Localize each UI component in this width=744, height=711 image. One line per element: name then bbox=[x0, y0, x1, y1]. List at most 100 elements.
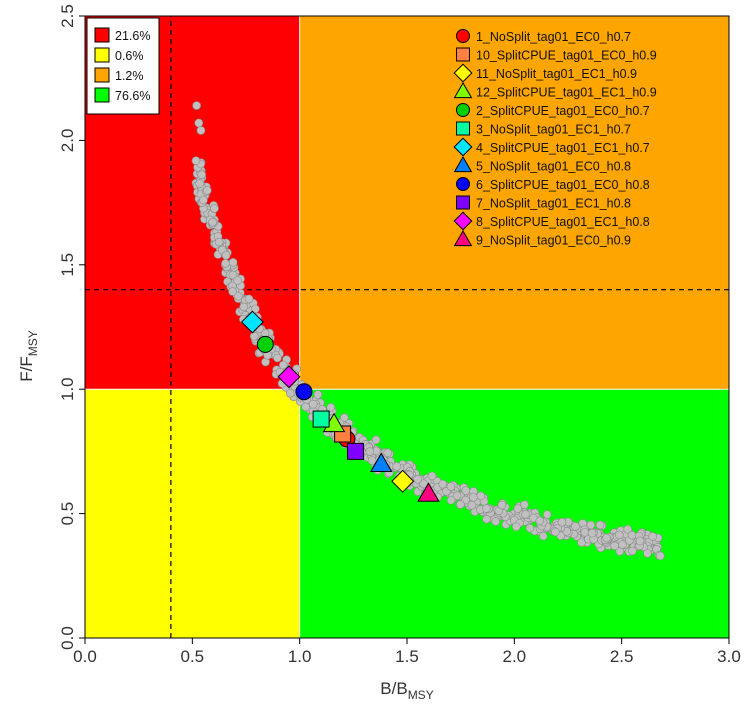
cloud-point bbox=[273, 353, 282, 363]
scenario-legend-label: 9_NoSplit_tag01_EC0_h0.9 bbox=[476, 234, 631, 248]
quadrant-legend-swatch bbox=[94, 67, 110, 83]
x-tick-label: 0.0 bbox=[73, 647, 97, 666]
cloud-point bbox=[427, 471, 437, 481]
cloud-point bbox=[278, 360, 288, 370]
scenario-marker bbox=[369, 452, 393, 472]
x-axis-title: B/BMSY bbox=[380, 679, 433, 702]
quadrant-overfished-not-overfishing bbox=[85, 389, 300, 638]
cloud-point bbox=[221, 259, 230, 268]
scenario-legend-label: 10_SplitCPUE_tag01_EC0_h0.9 bbox=[476, 49, 657, 63]
cloud-point bbox=[614, 530, 624, 540]
cloud-point bbox=[577, 538, 586, 547]
cloud-point bbox=[595, 520, 605, 530]
cloud-point bbox=[208, 217, 217, 227]
scenario-legend-symbol bbox=[456, 29, 470, 43]
scenario-legend-label: 7_NoSplit_tag01_EC1_h0.8 bbox=[476, 197, 631, 211]
cloud-point bbox=[326, 403, 336, 412]
cloud-point bbox=[191, 156, 201, 165]
plot-area: 0.0 0.5 1.0 1.5 2.0 2.5 3.0 0.0 0.5 1.0 1.5 2.0 2.5 2… bbox=[58, 4, 741, 666]
scenario-legend-label: 6_SplitCPUE_tag01_EC0_h0.8 bbox=[476, 178, 650, 192]
cloud-point bbox=[446, 495, 456, 505]
x-axis: 0.0 0.5 1.0 1.5 2.0 2.5 3.0 bbox=[73, 638, 741, 666]
scenario-marker bbox=[240, 310, 264, 334]
quadrant-legend-label: 76.6% bbox=[115, 89, 150, 103]
scenario-marker bbox=[295, 383, 313, 401]
x-tick-label: 0.5 bbox=[181, 647, 205, 666]
x-axis-title-main: B/B bbox=[380, 679, 407, 698]
cloud-point bbox=[628, 546, 637, 556]
cloud-point bbox=[199, 195, 208, 205]
cloud-point bbox=[214, 237, 224, 247]
cloud-point bbox=[635, 536, 645, 546]
scenario-marker bbox=[277, 365, 301, 389]
cloud-point bbox=[196, 126, 206, 135]
cloud-point bbox=[656, 551, 665, 561]
y-axis-title-sub: MSY bbox=[26, 330, 40, 356]
y-axis-title-main: F/F bbox=[17, 356, 36, 382]
cloud-point bbox=[551, 527, 560, 537]
x-tick-label: 2.5 bbox=[610, 647, 634, 666]
scenario-legend-symbol bbox=[453, 137, 473, 157]
cloud-point bbox=[228, 270, 238, 280]
x-tick-label: 1.0 bbox=[288, 647, 312, 666]
x-tick-label: 2.0 bbox=[503, 647, 527, 666]
scenario-legend-symbol bbox=[456, 47, 470, 62]
cloud-point bbox=[452, 491, 462, 501]
cloud-point bbox=[542, 510, 552, 519]
cloud-point bbox=[456, 500, 465, 509]
scenario-legend-label: 2_SplitCPUE_tag01_EC0_h0.7 bbox=[476, 104, 650, 118]
quadrant-legend-label: 0.6% bbox=[115, 49, 144, 63]
cloud-point bbox=[228, 287, 237, 296]
scenario-legend-label: 3_NoSplit_tag01_EC1_h0.7 bbox=[476, 123, 631, 137]
cloud-point bbox=[580, 527, 590, 537]
scenario-legend-symbol bbox=[453, 63, 473, 83]
scenario-legend-symbol bbox=[453, 211, 473, 231]
cloud-point bbox=[239, 302, 249, 312]
cloud-point bbox=[313, 390, 323, 399]
cloud-point bbox=[469, 492, 478, 502]
cloud-point bbox=[482, 504, 491, 513]
x-axis-title-sub: MSY bbox=[408, 688, 434, 702]
x-tick-label: 3.0 bbox=[717, 647, 741, 666]
cloud-point bbox=[623, 524, 633, 534]
quadrant-legend-swatch bbox=[94, 47, 110, 63]
y-tick-label: 1.0 bbox=[58, 377, 77, 401]
cloud-point bbox=[192, 101, 201, 110]
cloud-point bbox=[249, 331, 259, 341]
cloud-point bbox=[513, 504, 523, 513]
quadrant-legend-label: 1.2% bbox=[115, 69, 144, 83]
scenario-legend-symbol bbox=[453, 82, 473, 99]
cloud-point bbox=[413, 474, 422, 484]
cloud-point bbox=[392, 462, 402, 471]
cloud-point bbox=[438, 479, 448, 489]
cloud-point bbox=[250, 304, 260, 314]
cloud-point bbox=[233, 276, 242, 285]
cloud-point bbox=[371, 435, 381, 445]
cloud-point bbox=[202, 186, 212, 195]
scenario-legend-symbol bbox=[456, 121, 470, 136]
cloud-point bbox=[308, 399, 318, 409]
quadrant-legend-label: 21.6% bbox=[115, 29, 150, 43]
cloud-point bbox=[539, 531, 548, 541]
y-axis-title: F/FMSY bbox=[17, 330, 40, 382]
y-tick-label: 2.5 bbox=[58, 4, 77, 28]
cloud-point bbox=[525, 523, 535, 533]
cloud-point bbox=[244, 294, 254, 304]
cloud-point bbox=[648, 532, 657, 541]
cloud-point bbox=[233, 291, 243, 301]
cloud-point bbox=[301, 402, 310, 412]
cloud-point bbox=[476, 491, 485, 501]
cloud-point bbox=[383, 448, 392, 458]
cloud-point bbox=[602, 533, 611, 543]
cloud-point bbox=[571, 522, 580, 531]
scenario-legend-label: 1_NoSplit_tag01_EC0_h0.7 bbox=[476, 30, 631, 44]
scenario-legend-label: 11_NoSplit_tag01_EC1_h0.9 bbox=[476, 67, 637, 81]
cloud-point bbox=[587, 528, 597, 538]
scenario-legend-label: 8_SplitCPUE_tag01_EC1_h0.8 bbox=[476, 215, 650, 229]
quadrant-healthy-overfishing bbox=[299, 16, 729, 390]
cloud-point bbox=[618, 540, 627, 549]
scenario-legend-label: 4_SplitCPUE_tag01_EC1_h0.7 bbox=[476, 141, 650, 155]
cloud-point bbox=[194, 118, 204, 128]
x-tick-label: 1.5 bbox=[395, 647, 419, 666]
